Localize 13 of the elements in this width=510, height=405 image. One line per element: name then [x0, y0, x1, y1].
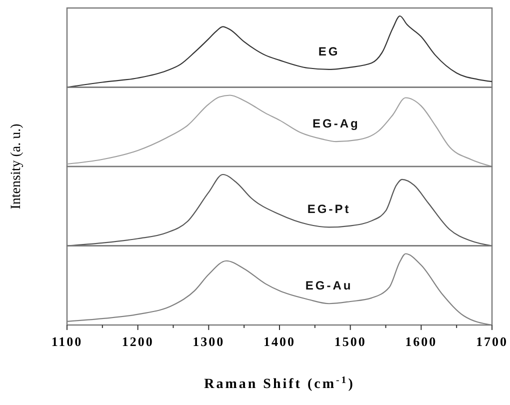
x-axis-title: Raman Shift (cm$^{-1}$)	[204, 374, 355, 392]
series-label: EG	[318, 44, 340, 58]
y-axis-title: Intensity (a. u.)	[9, 123, 24, 210]
series-label: EG-Pt	[307, 202, 351, 216]
x-tick-label: 1600	[405, 334, 438, 349]
x-tick-label: 1200	[122, 334, 154, 349]
x-tick-label: 1100	[51, 334, 83, 349]
series-label: EG-Au	[305, 278, 353, 293]
x-tick-label: 1500	[334, 334, 366, 349]
series-label: EG-Ag	[312, 116, 360, 131]
x-tick-label: 1300	[192, 334, 225, 349]
x-tick-label: 1700	[476, 334, 508, 349]
x-tick-label: 1400	[264, 334, 296, 349]
